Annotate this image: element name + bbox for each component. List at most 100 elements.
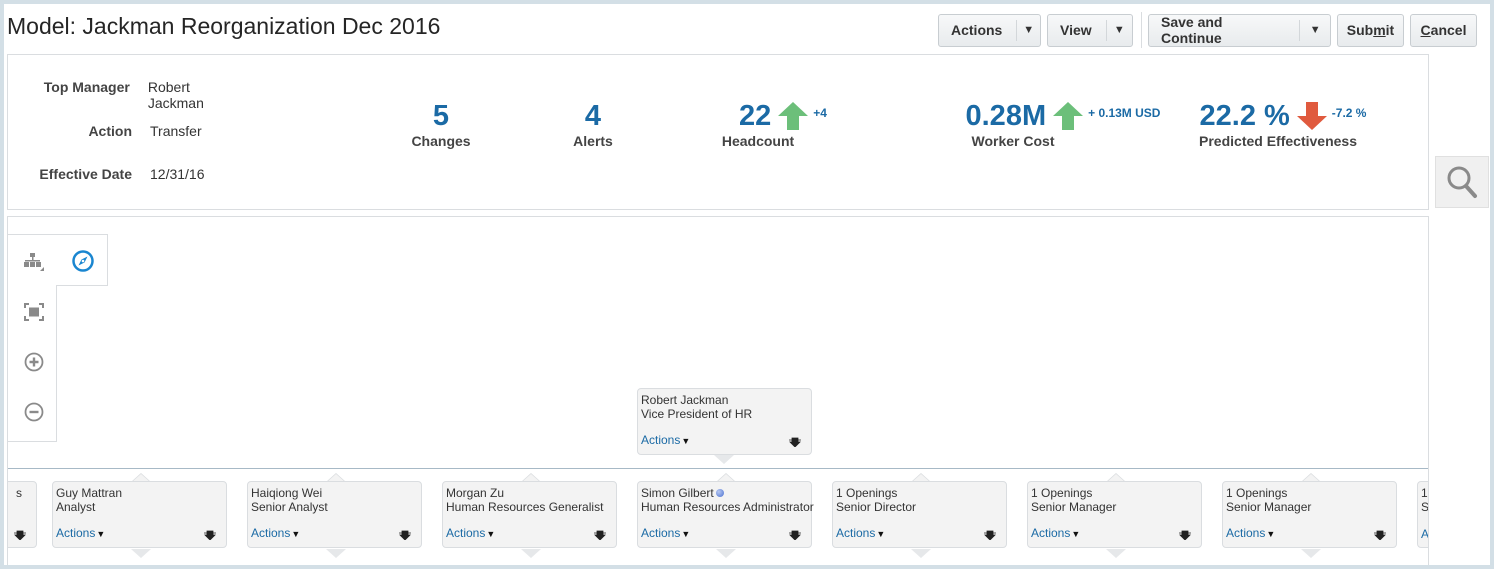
field-value: Robert Jackman (147, 79, 204, 111)
connector-down (714, 455, 734, 464)
arrow-down-icon (1296, 102, 1327, 130)
drill-down-icon[interactable] (594, 530, 606, 540)
connector-up (1106, 473, 1126, 482)
drill-down-icon[interactable] (14, 530, 26, 540)
view-menu-button[interactable]: View ▼ (1047, 13, 1133, 47)
caret-down-icon: ▼ (681, 436, 691, 446)
alerts-metric[interactable]: 4 Alerts (553, 99, 633, 149)
org-node[interactable]: 1 S A (1417, 481, 1429, 548)
node-actions-menu[interactable]: Actions▼ (1226, 526, 1275, 541)
node-title: Senior Analyst (251, 500, 328, 514)
org-node[interactable]: Morgan Zu Human Resources Generalist Act… (442, 481, 617, 548)
node-title: Senior Manager (1031, 500, 1117, 514)
arrow-up-icon (778, 102, 809, 130)
node-actions-menu[interactable]: Actions▼ (446, 526, 495, 541)
node-actions-menu[interactable]: Actions▼ (641, 433, 690, 448)
node-name: Guy Mattran (56, 486, 123, 500)
compass-icon[interactable] (70, 248, 96, 274)
org-connector-line (8, 468, 1428, 469)
connector-up (521, 473, 541, 482)
submit-button[interactable]: Sub m it (1337, 13, 1404, 47)
arrow-up-icon (1053, 102, 1084, 130)
field-label: Top Manager (43, 79, 130, 95)
drill-down-icon[interactable] (789, 530, 801, 540)
org-node[interactable]: 1 Openings Senior Manager Actions▼ (1222, 481, 1397, 548)
actions-link: Actions (1031, 526, 1071, 540)
field-label: Effective Date (39, 166, 132, 182)
connector-down (1301, 549, 1321, 558)
caret-down-icon: ▼ (1071, 529, 1081, 539)
node-actions-menu[interactable]: A (1421, 527, 1429, 541)
connector-up (131, 473, 151, 482)
chevron-down-icon[interactable]: ▼ (1299, 19, 1330, 41)
org-node[interactable]: s (8, 481, 37, 548)
actions-link: Actions (641, 526, 681, 540)
actions-link: Actions (56, 526, 96, 540)
zoom-in-icon[interactable] (21, 349, 47, 375)
node-actions-menu[interactable]: Actions▼ (56, 526, 105, 541)
org-node[interactable]: Simon Gilbert Human Resources Administra… (637, 481, 814, 548)
node-title: s (16, 486, 22, 500)
drill-down-icon[interactable] (1374, 530, 1386, 540)
connector-up (716, 473, 736, 482)
caret-down-icon: ▼ (486, 529, 496, 539)
chart-controls-panel (8, 234, 57, 442)
caret-down-icon: ▼ (96, 529, 106, 539)
node-name: Simon Gilbert (641, 486, 714, 500)
chevron-down-icon[interactable]: ▼ (1105, 19, 1132, 41)
actions-link: Actions (836, 526, 876, 540)
changes-metric[interactable]: 5 Changes (401, 99, 481, 149)
view-label: View (1060, 22, 1092, 38)
field-value: 12/31/16 (150, 166, 205, 182)
cancel-accesskey: C (1420, 22, 1431, 38)
drill-down-icon[interactable] (204, 530, 216, 540)
submit-accesskey: m (1373, 22, 1386, 38)
node-name: 1 Openings (836, 486, 898, 500)
node-actions-menu[interactable]: Actions▼ (836, 526, 885, 541)
save-and-continue-button[interactable]: Save and Continue ▼ (1148, 13, 1331, 47)
org-chart-canvas[interactable]: Robert Jackman Vice President of HR Acti… (7, 216, 1429, 565)
org-node-root[interactable]: Robert Jackman Vice President of HR Acti… (637, 388, 812, 455)
metric-label: Changes (411, 133, 471, 149)
org-node[interactable]: Guy Mattran Analyst Actions▼ (52, 481, 227, 548)
org-node[interactable]: 1 Openings Senior Director Actions▼ (832, 481, 1007, 548)
node-name: Robert Jackman (641, 393, 729, 407)
actions-menu-button[interactable]: Actions ▼ (938, 13, 1041, 47)
drill-down-icon[interactable] (1179, 530, 1191, 540)
zoom-out-icon[interactable] (21, 399, 47, 425)
top-manager-field: Top Manager Robert Jackman (8, 79, 248, 111)
drill-down-icon[interactable] (984, 530, 996, 540)
chevron-down-icon[interactable]: ▼ (1016, 19, 1040, 41)
hierarchy-layout-icon[interactable] (21, 249, 47, 275)
org-node[interactable]: Haiqiong Wei Senior Analyst Actions▼ (247, 481, 422, 548)
metric-label: Alerts (573, 133, 613, 149)
node-title: Senior Manager (1226, 500, 1312, 514)
node-title: Human Resources Generalist (446, 500, 604, 514)
search-button[interactable] (1435, 156, 1489, 208)
org-node[interactable]: 1 Openings Senior Manager Actions▼ (1027, 481, 1202, 548)
actions-link: Actions (641, 433, 681, 447)
submit-label-part: Sub (1346, 22, 1374, 38)
page-title: Model: Jackman Reorganization Dec 2016 (7, 13, 441, 39)
actions-link: A (1421, 527, 1429, 541)
fit-to-screen-icon[interactable] (21, 299, 47, 325)
field-label: Action (88, 123, 132, 139)
node-actions-menu[interactable]: Actions▼ (641, 526, 690, 541)
node-name: 1 (1421, 486, 1428, 500)
node-title: Vice President of HR (641, 407, 753, 421)
connector-down (1106, 549, 1126, 558)
metric-value: 5 (432, 100, 450, 132)
connector-down (911, 549, 931, 558)
node-title: Analyst (56, 500, 96, 514)
actions-link: Actions (251, 526, 291, 540)
page: Model: Jackman Reorganization Dec 2016 A… (4, 4, 1490, 565)
connector-up (326, 473, 346, 482)
node-name: Haiqiong Wei (251, 486, 323, 500)
node-actions-menu[interactable]: Actions▼ (1031, 526, 1080, 541)
metric-label: Predicted Effectiveness (1199, 133, 1357, 149)
drill-down-icon[interactable] (399, 530, 411, 540)
drill-down-icon[interactable] (789, 437, 801, 447)
node-actions-menu[interactable]: Actions▼ (251, 526, 300, 541)
metric-label: Headcount (721, 133, 795, 149)
